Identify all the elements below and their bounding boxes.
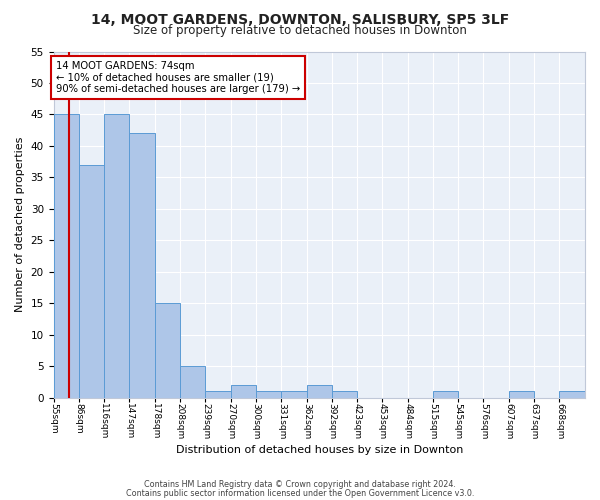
Bar: [130, 134, 155, 398]
X-axis label: Distribution of detached houses by size in Downton: Distribution of detached houses by size …: [176, 445, 463, 455]
Bar: [79, 164, 104, 398]
Text: Size of property relative to detached houses in Downton: Size of property relative to detached ho…: [133, 24, 467, 37]
Bar: [104, 114, 130, 398]
Y-axis label: Number of detached properties: Number of detached properties: [15, 137, 25, 312]
Text: 14, MOOT GARDENS, DOWNTON, SALISBURY, SP5 3LF: 14, MOOT GARDENS, DOWNTON, SALISBURY, SP…: [91, 12, 509, 26]
Bar: [307, 385, 332, 398]
Bar: [155, 303, 180, 398]
Text: 14 MOOT GARDENS: 74sqm
← 10% of detached houses are smaller (19)
90% of semi-det: 14 MOOT GARDENS: 74sqm ← 10% of detached…: [56, 61, 300, 94]
Bar: [509, 391, 534, 398]
Bar: [281, 391, 307, 398]
Bar: [433, 391, 458, 398]
Bar: [332, 391, 357, 398]
Bar: [559, 391, 585, 398]
Text: Contains public sector information licensed under the Open Government Licence v3: Contains public sector information licen…: [126, 488, 474, 498]
Bar: [231, 385, 256, 398]
Bar: [205, 391, 231, 398]
Bar: [53, 114, 79, 398]
Bar: [256, 391, 281, 398]
Bar: [180, 366, 205, 398]
Text: Contains HM Land Registry data © Crown copyright and database right 2024.: Contains HM Land Registry data © Crown c…: [144, 480, 456, 489]
